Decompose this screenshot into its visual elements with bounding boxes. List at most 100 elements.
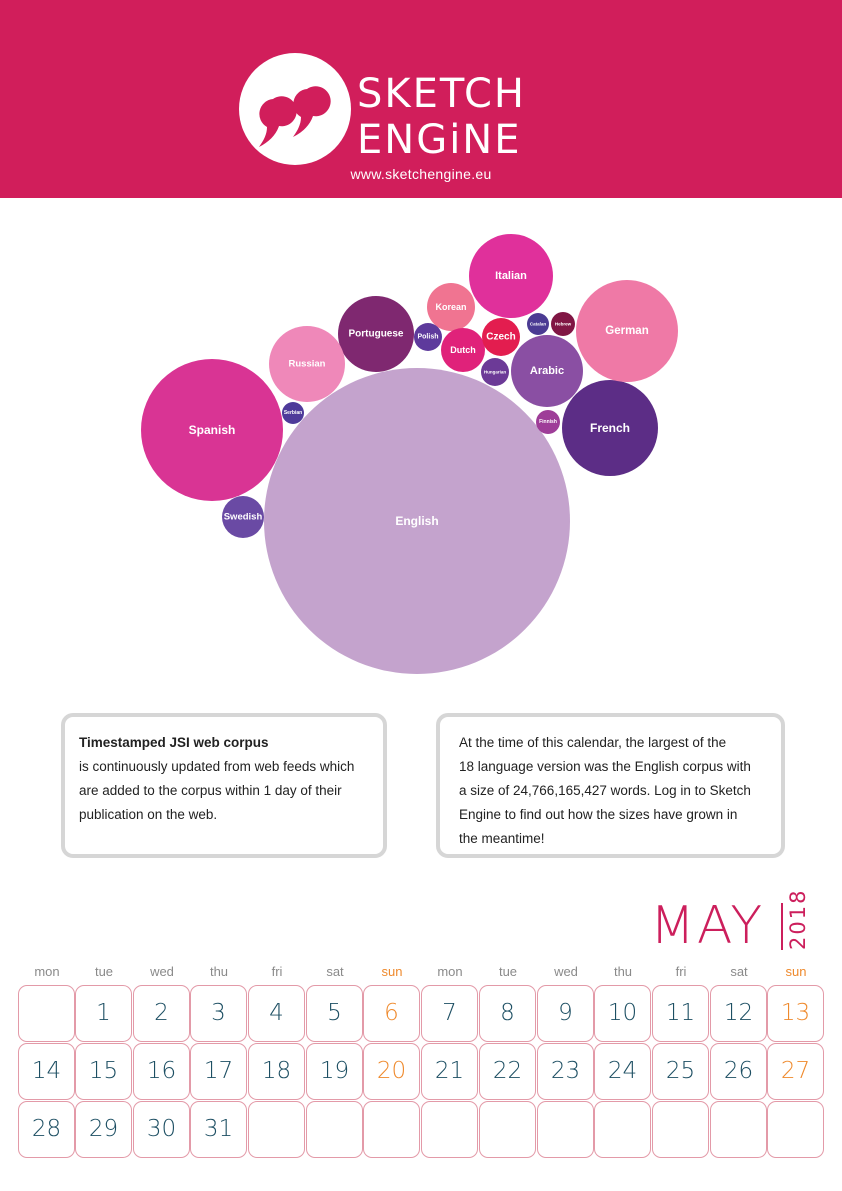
day-cell-19[interactable]: 19: [306, 1043, 363, 1100]
bubble-finnish: [536, 410, 560, 434]
day-number: 26: [723, 1058, 754, 1084]
info-box-left: Timestamped JSI web corpus is continuous…: [61, 713, 387, 858]
day-number: 14: [31, 1058, 62, 1084]
day-cell-20[interactable]: 20: [363, 1043, 420, 1100]
day-cell-21[interactable]: 21: [421, 1043, 478, 1100]
bubble-serbian: [282, 402, 304, 424]
day-number: 27: [780, 1058, 811, 1084]
bubble-label-finnish: Finnish: [539, 419, 557, 425]
empty-day-cell: [652, 1101, 709, 1158]
info-right-line: Engine to find out how the sizes have gr…: [459, 807, 738, 822]
bubble-italian: [469, 234, 553, 318]
day-cell-7[interactable]: 7: [421, 985, 478, 1042]
empty-day-cell: [767, 1101, 824, 1158]
empty-day-cell: [248, 1101, 305, 1158]
day-cell-16[interactable]: 16: [133, 1043, 190, 1100]
day-cell-2[interactable]: 2: [133, 985, 190, 1042]
day-number: 31: [203, 1116, 234, 1142]
brand-line-1: SKETCH: [357, 71, 526, 117]
day-number: 29: [88, 1116, 119, 1142]
bubble-hebrew: [551, 312, 575, 336]
day-cell-31[interactable]: 31: [190, 1101, 247, 1158]
day-cell-22[interactable]: 22: [479, 1043, 536, 1100]
bubble-swedish: [222, 496, 264, 538]
bubble-label-english: English: [395, 514, 438, 528]
bubble-label-german: German: [605, 325, 648, 337]
day-cell-26[interactable]: 26: [710, 1043, 767, 1100]
day-number: 1: [96, 1000, 111, 1026]
bubble-hungarian: [481, 358, 509, 386]
day-cell-10[interactable]: 10: [594, 985, 651, 1042]
year-label: 2018: [786, 888, 810, 950]
bubble-english: [264, 368, 570, 674]
bubble-label-czech: Czech: [486, 332, 515, 343]
day-cell-25[interactable]: 25: [652, 1043, 709, 1100]
day-cell-11[interactable]: 11: [652, 985, 709, 1042]
day-cell-15[interactable]: 15: [75, 1043, 132, 1100]
day-cell-23[interactable]: 23: [537, 1043, 594, 1100]
day-number: 24: [607, 1058, 638, 1084]
day-number: 16: [146, 1058, 177, 1084]
day-cell-8[interactable]: 8: [479, 985, 536, 1042]
day-number: 9: [558, 1000, 573, 1026]
bubble-label-russian: Russian: [289, 359, 326, 370]
day-number: 3: [211, 1000, 226, 1026]
bubble-french: [562, 380, 658, 476]
empty-day-cell: [306, 1101, 363, 1158]
bubble-label-polish: Polish: [417, 334, 438, 341]
day-number: 6: [384, 1000, 399, 1026]
day-cell-29[interactable]: 29: [75, 1101, 132, 1158]
weekday-label-sun: sun: [785, 964, 807, 979]
bubble-label-italian: Italian: [495, 270, 527, 282]
day-cell-1[interactable]: 1: [75, 985, 132, 1042]
day-number: 5: [327, 1000, 342, 1026]
weekday-label-wed: wed: [150, 964, 174, 979]
weekday-label-tue: tue: [498, 964, 518, 979]
day-cell-28[interactable]: 28: [18, 1101, 75, 1158]
brand-wordmark: SKETCH ENGiNE: [357, 71, 526, 163]
day-cell-5[interactable]: 5: [306, 985, 363, 1042]
empty-day-cell: [479, 1101, 536, 1158]
day-cell-27[interactable]: 27: [767, 1043, 824, 1100]
bubble-spanish: [141, 359, 283, 501]
month-title: MAY: [650, 896, 765, 956]
bubble-label-arabic: Arabic: [530, 365, 564, 377]
brand-line-2: ENGiNE: [357, 117, 522, 163]
day-cell-4[interactable]: 4: [248, 985, 305, 1042]
bubble-label-spanish: Spanish: [189, 423, 236, 437]
day-number: 25: [665, 1058, 696, 1084]
day-number: 8: [500, 1000, 515, 1026]
month-divider: [781, 903, 783, 950]
day-number: 11: [665, 1000, 696, 1026]
empty-day-cell: [710, 1101, 767, 1158]
day-cell-3[interactable]: 3: [190, 985, 247, 1042]
day-number: 19: [319, 1058, 350, 1084]
day-cell-9[interactable]: 9: [537, 985, 594, 1042]
day-number: 7: [442, 1000, 457, 1026]
day-number: 13: [780, 1000, 811, 1026]
weekday-label-wed: wed: [554, 964, 578, 979]
day-cell-24[interactable]: 24: [594, 1043, 651, 1100]
website-url[interactable]: www.sketchengine.eu: [350, 166, 492, 182]
bubble-label-korean: Korean: [435, 302, 466, 312]
bubble-label-portuguese: Portuguese: [348, 329, 403, 340]
weekday-label-sun: sun: [381, 964, 403, 979]
info-box-right: At the time of this calendar, the larges…: [436, 713, 785, 858]
day-cell-12[interactable]: 12: [710, 985, 767, 1042]
bubble-label-serbian: Serbian: [284, 410, 302, 416]
weekday-label-mon: mon: [437, 964, 463, 979]
bubble-polish: [414, 323, 442, 351]
bubble-label-hebrew: Hebrew: [555, 322, 572, 327]
day-cell-13[interactable]: 13: [767, 985, 824, 1042]
day-cell-18[interactable]: 18: [248, 1043, 305, 1100]
day-number: 28: [31, 1116, 62, 1142]
day-cell-30[interactable]: 30: [133, 1101, 190, 1158]
bubble-label-swedish: Swedish: [224, 512, 263, 523]
empty-day-cell: [594, 1101, 651, 1158]
header-banner: SKETCH ENGiNE www.sketchengine.eu: [0, 0, 842, 198]
bubble-label-dutch: Dutch: [450, 345, 476, 355]
day-cell-17[interactable]: 17: [190, 1043, 247, 1100]
bubble-catalan: [527, 313, 549, 335]
day-cell-14[interactable]: 14: [18, 1043, 75, 1100]
day-cell-6[interactable]: 6: [363, 985, 420, 1042]
